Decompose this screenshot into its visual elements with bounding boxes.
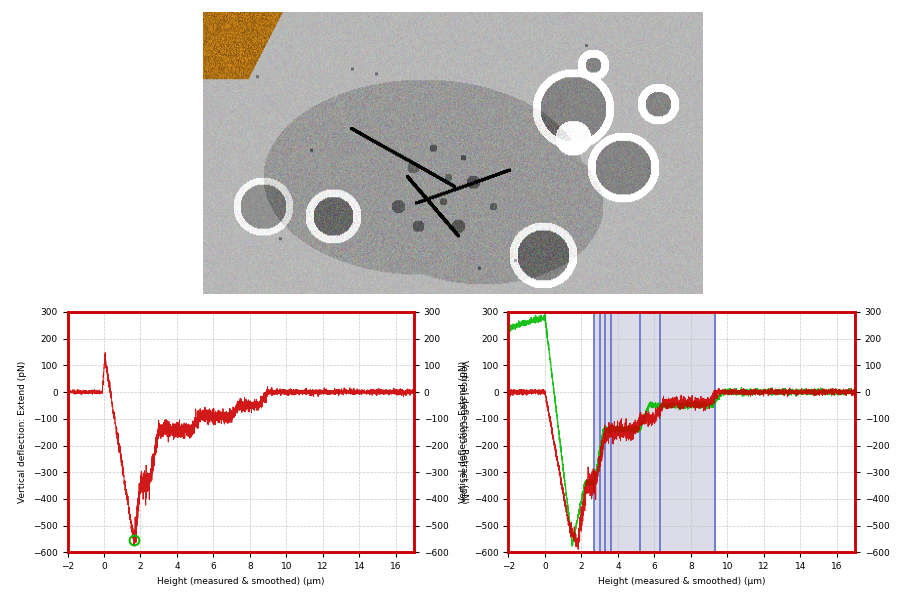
Y-axis label: Vertical deflection: Retract (pN): Vertical deflection: Retract (pN)	[459, 361, 468, 504]
Y-axis label: Vertical deflection: Extend (pN): Vertical deflection: Extend (pN)	[460, 361, 469, 503]
Bar	[594, 312, 715, 552]
Y-axis label: Vertical deflection: Extend (pN): Vertical deflection: Extend (pN)	[19, 361, 28, 503]
X-axis label: Height (measured & smoothed) (μm): Height (measured & smoothed) (μm)	[598, 577, 766, 586]
X-axis label: Height (measured & smoothed) (μm): Height (measured & smoothed) (μm)	[157, 577, 325, 586]
